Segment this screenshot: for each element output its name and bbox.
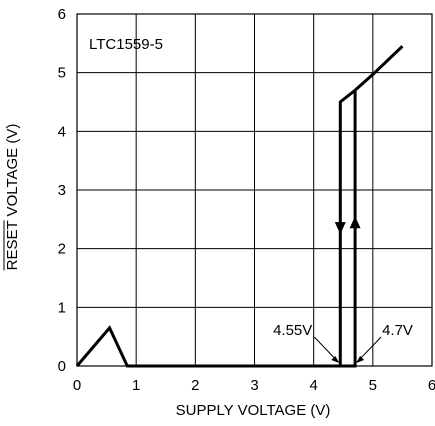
x-tick-label: 3 (250, 377, 258, 394)
x-tick-label: 5 (369, 377, 377, 394)
y-tick-label: 6 (58, 6, 66, 23)
direction-arrow-up (349, 216, 361, 229)
annotation-label: 4.7V (382, 322, 413, 339)
series-line-2 (127, 90, 357, 368)
annotations: 4.55V 4.7V (273, 322, 413, 363)
y-tick-label: 5 (58, 65, 66, 82)
tick-labels: 0 1 2 3 4 5 6 0 1 2 3 4 5 6 (58, 6, 435, 394)
direction-arrow-down (334, 222, 346, 235)
y-axis-label: RESET VOLTAGE (V) (4, 124, 21, 271)
x-tick-label: 6 (428, 377, 435, 394)
direction-arrows (334, 216, 361, 235)
annotation-arrowhead (331, 356, 340, 363)
y-tick-label: 1 (58, 299, 66, 316)
series-layer (75, 45, 404, 368)
y-tick-label: 2 (58, 241, 66, 258)
y-tick-label: 3 (58, 182, 66, 199)
annotation-arrowhead (356, 356, 365, 363)
x-tick-label: 4 (309, 377, 317, 394)
inset-label: LTC1559-5 (89, 36, 163, 53)
y-tick-label: 4 (58, 123, 66, 140)
x-tick-label: 1 (132, 377, 140, 394)
x-axis-label: SUPPLY VOLTAGE (V) (176, 402, 331, 419)
x-tick-label: 2 (191, 377, 199, 394)
y-tick-label: 0 (58, 358, 66, 375)
x-tick-label: 0 (73, 377, 81, 394)
annotation-label: 4.55V (273, 322, 312, 339)
